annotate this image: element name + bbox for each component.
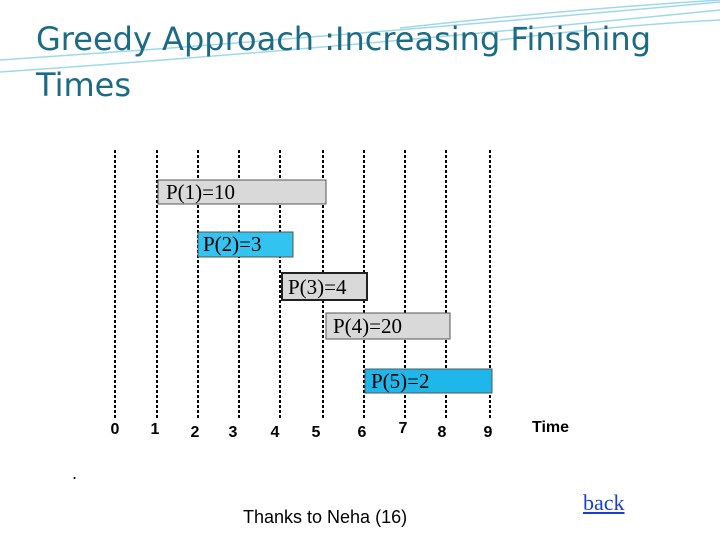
axis-title: Time — [532, 419, 569, 436]
axis-label: 0 — [111, 421, 120, 438]
axis-label: 1 — [151, 421, 160, 438]
axis-label: 5 — [312, 424, 321, 441]
axis-label: 3 — [229, 424, 238, 441]
interval-box — [364, 368, 493, 394]
note: . — [72, 464, 78, 483]
axis-label: 7 — [399, 420, 408, 437]
axis-label: 6 — [358, 424, 367, 441]
interval-label: P(2)=3 — [203, 232, 262, 256]
interval-label: P(5)=2 — [371, 369, 430, 393]
slide-title: Greedy Approach :Increasing Finishing Ti… — [36, 20, 651, 104]
credit: Thanks to Neha (16) — [243, 507, 408, 527]
interval-label: P(1)=10 — [166, 180, 235, 204]
axis-label: 8 — [438, 424, 447, 441]
axis-label: 2 — [191, 424, 200, 441]
axis-label: 4 — [271, 424, 280, 441]
interval-box — [281, 272, 368, 301]
interval-box — [197, 231, 294, 258]
decoration — [0, 0, 720, 73]
interval-label: P(4)=20 — [333, 314, 402, 338]
axis-label: 9 — [484, 424, 493, 441]
time-axis: 0 1 2 3 4 5 6 7 8 9 — [111, 420, 493, 441]
interval-label: P(3)=4 — [288, 275, 347, 299]
back-link[interactable]: back — [583, 490, 625, 515]
interval-box — [325, 312, 451, 340]
interval-box — [157, 179, 327, 205]
